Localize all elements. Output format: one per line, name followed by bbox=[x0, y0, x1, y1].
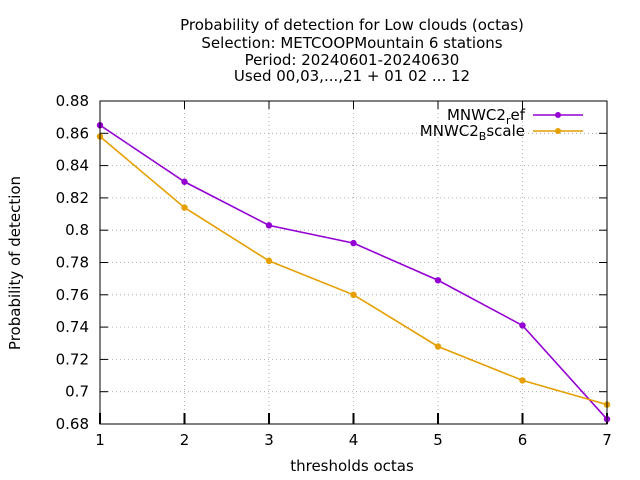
y-tick-label: 0.8 bbox=[65, 221, 89, 239]
x-tick-label: 2 bbox=[180, 431, 190, 449]
axis-tick-labels: 0.68 0.7 0.72 0.74 0.76 0.78 0.8 0.82 0.84 0.86 0.… bbox=[56, 92, 612, 449]
title-line-3: Period: 20240601-20240630 bbox=[245, 51, 460, 69]
title-line-4: Used 00,03,...,21 + 01 02 ... 12 bbox=[234, 67, 470, 85]
data-point bbox=[519, 322, 526, 329]
data-point bbox=[265, 222, 273, 229]
legend-label-2-tail: scale bbox=[486, 122, 525, 140]
legend-entry-1: MNWC2ref bbox=[447, 106, 583, 127]
series-1 bbox=[96, 122, 611, 423]
y-tick-label: 0.7 bbox=[65, 383, 89, 401]
title-line-2: Selection: METCOOPMountain 6 stations bbox=[201, 34, 502, 52]
legend-label-2-sub: B bbox=[479, 130, 487, 143]
x-tick-label: 1 bbox=[95, 431, 105, 449]
y-tick-label: 0.82 bbox=[56, 189, 89, 207]
legend-label-1-tail: ef bbox=[510, 106, 525, 124]
x-tick-label: 3 bbox=[264, 431, 274, 449]
y-tick-label: 0.86 bbox=[56, 124, 89, 142]
y-tick-label: 0.78 bbox=[56, 254, 89, 272]
data-point bbox=[434, 277, 442, 284]
data-point bbox=[350, 291, 357, 298]
x-axis-label: thresholds octas bbox=[290, 457, 414, 475]
legend-marker-2 bbox=[555, 128, 561, 134]
legend-label-1: MNWC2ref bbox=[447, 106, 526, 127]
legend-label-1-main: MNWC2 bbox=[447, 106, 506, 124]
y-tick-label: 0.84 bbox=[56, 157, 89, 175]
series-layer bbox=[96, 122, 611, 423]
data-point bbox=[519, 377, 526, 384]
legend-marker-1 bbox=[555, 112, 561, 118]
title-line-1: Probability of detection for Low clouds … bbox=[180, 16, 524, 34]
data-point bbox=[434, 343, 442, 350]
grid bbox=[99, 100, 608, 425]
data-point bbox=[350, 239, 357, 247]
x-tick-label: 4 bbox=[349, 431, 359, 449]
legend-entry-2: MNWC2Bscale bbox=[420, 122, 583, 143]
axis-ticks bbox=[99, 100, 608, 425]
x-tick-label: 7 bbox=[602, 431, 612, 449]
x-tick-label: 5 bbox=[433, 431, 443, 449]
plot-frame bbox=[99, 100, 608, 425]
legend-label-1-sub: r bbox=[506, 114, 511, 127]
x-tick-label: 6 bbox=[518, 431, 528, 449]
chart-title: Probability of detection for Low clouds … bbox=[180, 16, 524, 85]
series-2 bbox=[96, 133, 611, 408]
legend: MNWC2ref MNWC2Bscale bbox=[420, 106, 583, 143]
y-tick-label: 0.88 bbox=[56, 92, 89, 110]
data-point bbox=[265, 257, 273, 265]
data-point bbox=[181, 178, 188, 185]
legend-label-2-main: MNWC2 bbox=[420, 122, 479, 140]
y-tick-label: 0.74 bbox=[56, 318, 89, 336]
y-tick-label: 0.76 bbox=[56, 286, 89, 304]
y-axis-label: Probability of detection bbox=[6, 176, 24, 350]
y-tick-label: 0.72 bbox=[56, 350, 89, 368]
data-point bbox=[181, 204, 188, 211]
y-tick-label: 0.68 bbox=[56, 415, 89, 433]
legend-label-2: MNWC2Bscale bbox=[420, 122, 525, 143]
